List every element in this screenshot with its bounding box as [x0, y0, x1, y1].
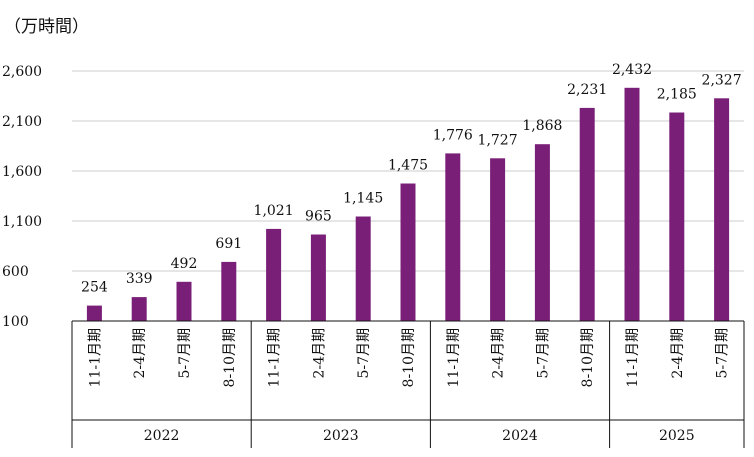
y-axis-ticks: 100 600 1,100 1,600 2,100 2,600 — [2, 64, 42, 330]
bar — [310, 234, 326, 321]
data-label: 2,231 — [567, 82, 607, 98]
x-axis: 2022 2023 2024 2025 11-1月期 2-4月期 5-7月期 8-10月期 11… — [71, 320, 745, 448]
bar — [579, 107, 595, 322]
bar — [714, 98, 730, 321]
category-label: 5-7月期 — [177, 328, 193, 379]
bar — [624, 87, 640, 321]
data-label: 1,776 — [433, 127, 473, 143]
data-label: 965 — [305, 209, 332, 225]
bar — [266, 228, 282, 321]
bar — [534, 144, 550, 321]
category-label: 2-4月期 — [670, 328, 686, 379]
year-group-label: 2023 — [323, 428, 359, 444]
data-label: 2,432 — [612, 62, 652, 78]
y-tick-label: 600 — [2, 264, 29, 280]
category-label: 11-1月期 — [446, 328, 462, 387]
data-label: 1,727 — [478, 132, 518, 148]
data-label: 339 — [126, 271, 153, 287]
category-label: 11-1月期 — [87, 328, 103, 387]
category-label: 5-7月期 — [715, 328, 731, 379]
y-tick-label: 100 — [2, 314, 29, 330]
y-tick-label: 1,600 — [2, 164, 42, 180]
bar — [176, 281, 192, 321]
category-label: 8-10月期 — [222, 328, 238, 387]
bar — [86, 305, 102, 321]
bar — [400, 183, 416, 321]
data-label: 1,475 — [388, 158, 428, 174]
data-label: 2,327 — [702, 72, 742, 88]
category-label: 11-1月期 — [625, 328, 641, 387]
unit-label: （万時間） — [4, 17, 89, 37]
data-label: 492 — [171, 256, 198, 272]
data-label: 1,868 — [522, 118, 562, 134]
bar — [445, 153, 461, 321]
category-label: 5-7月期 — [356, 328, 372, 379]
category-label: 2-4月期 — [311, 328, 327, 379]
bar — [355, 216, 371, 321]
category-label: 2-4月期 — [132, 328, 148, 379]
bar — [221, 261, 237, 321]
category-label: 8-10月期 — [401, 328, 417, 387]
category-label: 8-10月期 — [580, 328, 596, 387]
data-label: 691 — [215, 236, 242, 252]
y-tick-label: 2,100 — [2, 114, 42, 130]
bar — [131, 297, 147, 321]
data-labels: 254 339 492 691 1,021 965 1,145 1,475 1,776 1,727… — [81, 62, 742, 296]
data-label: 1,021 — [254, 203, 294, 219]
data-label: 254 — [81, 280, 108, 296]
year-group-label: 2022 — [144, 428, 180, 444]
y-tick-label: 2,600 — [2, 64, 42, 80]
y-tick-label: 1,100 — [2, 214, 42, 230]
category-label: 2-4月期 — [491, 328, 507, 379]
bars — [86, 87, 730, 322]
bar — [669, 112, 685, 321]
year-group-label: 2025 — [659, 428, 695, 444]
bar — [490, 158, 506, 321]
data-label: 1,145 — [343, 191, 383, 207]
category-label: 11-1月期 — [267, 328, 283, 387]
category-label: 5-7月期 — [535, 328, 551, 379]
year-group-label: 2024 — [502, 428, 538, 444]
data-label: 2,185 — [657, 87, 697, 103]
